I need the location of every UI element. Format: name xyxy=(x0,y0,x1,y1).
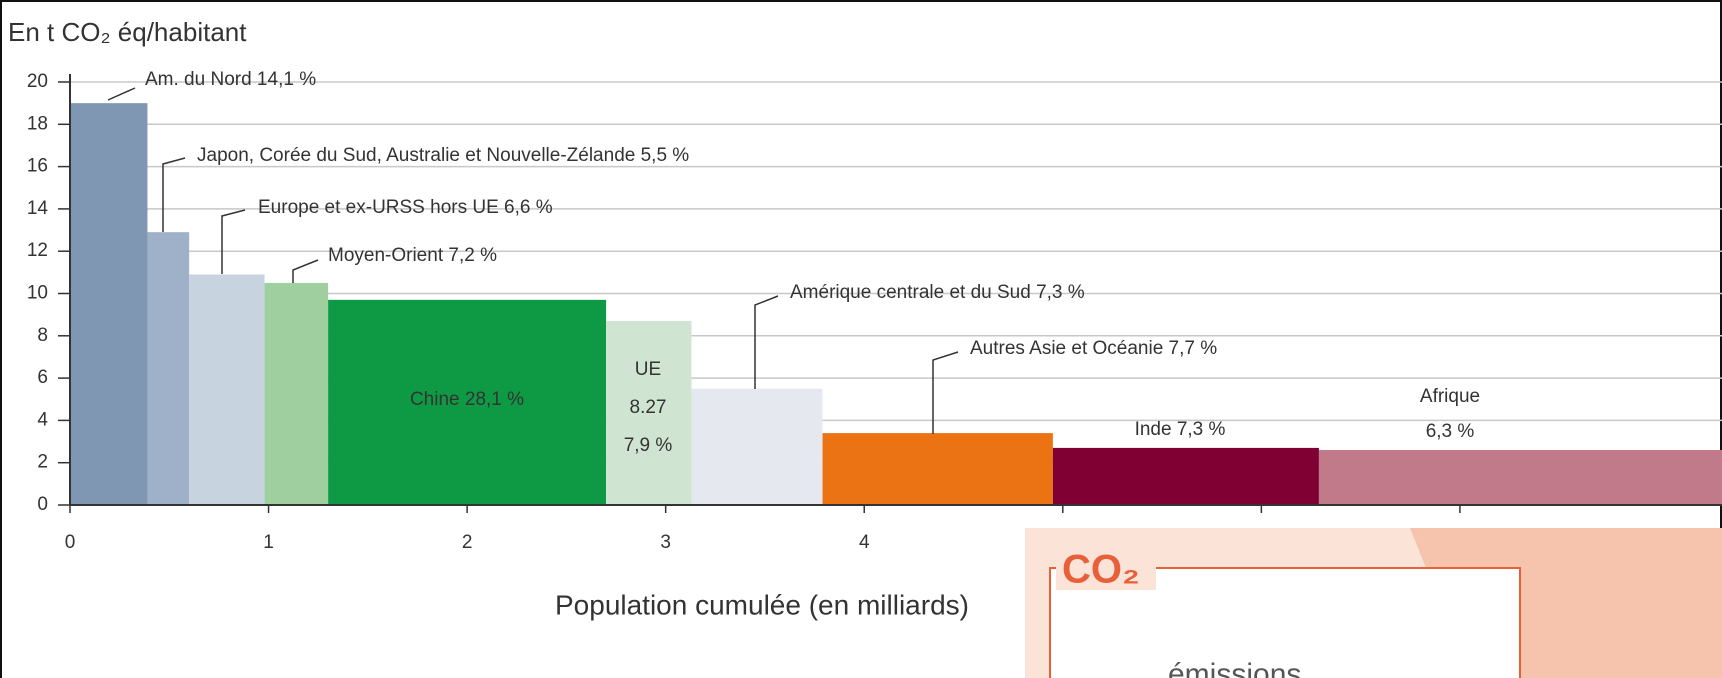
y-tick-label: 2 xyxy=(37,452,48,473)
leader-line xyxy=(754,295,779,389)
leader-line xyxy=(292,259,319,283)
x-axis-label: Population cumulée (en milliards) xyxy=(555,589,969,620)
leader-line xyxy=(162,157,186,232)
bar-label: Inde 7,3 % xyxy=(1135,419,1226,440)
bar xyxy=(147,232,190,506)
leader-line xyxy=(932,351,959,434)
y-tick-label: 4 xyxy=(37,409,48,430)
bar xyxy=(264,282,329,505)
y-tick-label: 18 xyxy=(27,113,48,134)
bar xyxy=(1318,450,1722,505)
inset-title: CO₂ xyxy=(1062,548,1140,592)
bar-label: UE xyxy=(635,359,661,380)
bar-label: 6,3 % xyxy=(1426,421,1475,442)
inset-text: émissions xyxy=(1168,658,1301,678)
bar xyxy=(606,320,692,505)
x-tick-label: 1 xyxy=(263,532,274,553)
y-tick-label: 6 xyxy=(37,367,48,388)
bar-label: 8.27 xyxy=(630,397,667,418)
chart-title: En t CO₂ éq/habitant xyxy=(8,17,247,47)
x-tick-label: 4 xyxy=(859,532,870,553)
bar-label: Europe et ex-URSS hors UE 6,6 % xyxy=(258,197,553,218)
bar-label: Chine 28,1 % xyxy=(410,389,524,410)
leader-line xyxy=(221,209,246,274)
bar xyxy=(822,433,1053,505)
bar xyxy=(1052,447,1319,505)
y-tick-label: 0 xyxy=(37,494,48,515)
bar-label: Afrique xyxy=(1420,386,1480,407)
y-tick-label: 12 xyxy=(27,240,48,261)
y-tick-label: 16 xyxy=(27,156,48,177)
bar-label: Japon, Corée du Sud, Australie et Nouvel… xyxy=(197,145,689,166)
x-tick-label: 2 xyxy=(462,532,473,553)
inset: CO₂ émissions xyxy=(1025,528,1722,678)
bar-label: Autres Asie et Océanie 7,7 % xyxy=(970,338,1217,359)
bar xyxy=(691,388,823,505)
bar-label: Moyen-Orient 7,2 % xyxy=(328,245,497,266)
y-tick-label: 10 xyxy=(27,283,48,304)
leader-line xyxy=(107,87,136,101)
bar-label: 7,9 % xyxy=(624,435,673,456)
x-tick-label: 3 xyxy=(660,532,671,553)
bar xyxy=(189,274,265,505)
inset-title-bg xyxy=(1056,548,1156,590)
y-tick-label: 8 xyxy=(37,325,48,346)
bar xyxy=(70,103,148,506)
y-tick-label: 14 xyxy=(27,198,49,219)
bar xyxy=(328,299,607,505)
bar-label: Amérique centrale et du Sud 7,3 % xyxy=(790,282,1085,303)
x-tick-label: 0 xyxy=(65,532,76,553)
bar-label: Am. du Nord 14,1 % xyxy=(145,69,316,90)
y-tick-label: 20 xyxy=(27,71,48,92)
